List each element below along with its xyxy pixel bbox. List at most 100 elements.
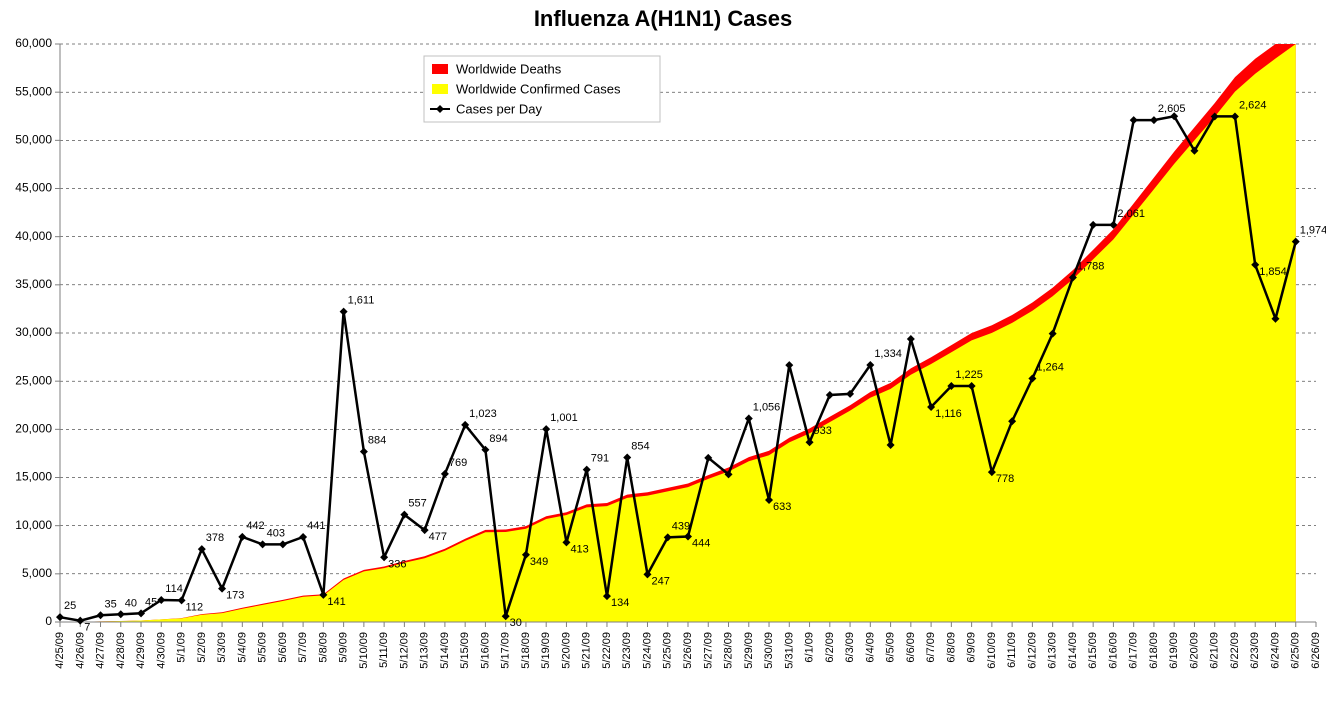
marker-cases-per-day (279, 540, 287, 548)
data-label: 854 (631, 440, 649, 452)
legend-swatch (432, 64, 448, 74)
legend-swatch (432, 84, 448, 94)
x-tick-label: 5/2/09 (196, 632, 208, 663)
y-tick-label: 45,000 (15, 181, 52, 195)
x-tick-label: 5/9/09 (338, 632, 350, 663)
x-tick-label: 5/14/09 (439, 632, 451, 669)
marker-cases-per-day (178, 596, 186, 604)
data-label: 247 (651, 575, 669, 587)
x-tick-label: 5/22/09 (601, 632, 613, 669)
x-tick-label: 6/22/09 (1229, 632, 1241, 669)
data-label: 1,854 (1259, 266, 1287, 278)
data-label: 40 (125, 597, 137, 609)
marker-cases-per-day (299, 533, 307, 541)
data-label: 442 (246, 520, 264, 532)
data-label: 413 (570, 543, 588, 555)
x-tick-label: 6/18/09 (1148, 632, 1160, 669)
x-tick-label: 5/30/09 (763, 632, 775, 669)
x-tick-label: 6/26/09 (1310, 632, 1322, 669)
legend-label: Worldwide Deaths (456, 61, 562, 76)
marker-cases-per-day (1089, 221, 1097, 229)
x-tick-label: 5/17/09 (500, 632, 512, 669)
x-tick-label: 5/8/09 (317, 632, 329, 663)
x-tick-label: 5/16/09 (479, 632, 491, 669)
data-label: 349 (530, 556, 548, 568)
data-label: 778 (996, 473, 1014, 485)
marker-cases-per-day (97, 611, 105, 619)
data-label: 441 (307, 520, 325, 532)
data-label: 35 (105, 598, 117, 610)
y-tick-label: 20,000 (15, 422, 52, 436)
data-label: 403 (267, 527, 285, 539)
x-tick-label: 5/24/09 (641, 632, 653, 669)
y-tick-label: 55,000 (15, 84, 52, 98)
data-label: 884 (368, 435, 386, 447)
x-tick-label: 4/26/09 (74, 632, 86, 669)
marker-cases-per-day (76, 617, 84, 625)
marker-cases-per-day (785, 361, 793, 369)
x-tick-label: 6/7/09 (925, 632, 937, 663)
x-tick-label: 5/19/09 (540, 632, 552, 669)
x-tick-label: 5/31/09 (783, 632, 795, 669)
y-tick-label: 50,000 (15, 133, 52, 147)
chart-container: Influenza A(H1N1) Cases05,00010,00015,00… (0, 0, 1326, 712)
x-tick-label: 6/2/09 (824, 632, 836, 663)
x-tick-label: 6/24/09 (1269, 632, 1281, 669)
y-tick-label: 5,000 (22, 566, 52, 580)
x-tick-label: 5/23/09 (621, 632, 633, 669)
data-label: 134 (611, 597, 629, 609)
data-label: 1,116 (935, 408, 962, 420)
y-tick-label: 30,000 (15, 325, 52, 339)
data-label: 1,225 (955, 369, 983, 381)
chart-title: Influenza A(H1N1) Cases (534, 6, 792, 31)
x-tick-label: 5/11/09 (378, 632, 390, 668)
x-tick-label: 5/28/09 (723, 632, 735, 669)
x-tick-label: 6/25/09 (1290, 632, 1302, 669)
x-tick-label: 6/3/09 (844, 632, 856, 663)
data-label: 933 (814, 425, 832, 437)
data-label: 25 (64, 600, 76, 612)
x-tick-label: 5/4/09 (236, 632, 248, 663)
data-label: 439 (672, 520, 690, 532)
x-tick-label: 5/25/09 (662, 632, 674, 669)
marker-cases-per-day (583, 466, 591, 474)
data-label: 1,023 (469, 408, 497, 420)
x-tick-label: 4/29/09 (135, 632, 147, 669)
y-tick-label: 60,000 (15, 36, 52, 50)
x-tick-label: 5/20/09 (560, 632, 572, 669)
marker-cases-per-day (1130, 116, 1138, 124)
data-label: 112 (186, 601, 204, 613)
marker-cases-per-day (441, 470, 449, 478)
x-tick-label: 6/19/09 (1168, 632, 1180, 669)
y-tick-label: 15,000 (15, 470, 52, 484)
data-label: 1,611 (348, 295, 375, 307)
x-tick-label: 5/18/09 (520, 632, 532, 669)
x-tick-label: 4/25/09 (54, 632, 66, 669)
x-tick-label: 6/11/09 (1006, 632, 1018, 668)
marker-cases-per-day (1150, 116, 1158, 124)
marker-cases-per-day (360, 448, 368, 456)
x-tick-label: 4/30/09 (155, 632, 167, 669)
x-tick-label: 6/14/09 (1067, 632, 1079, 669)
marker-cases-per-day (907, 335, 915, 343)
data-label: 1,788 (1077, 261, 1105, 273)
legend-label: Cases per Day (456, 101, 542, 116)
x-tick-label: 6/13/09 (1047, 632, 1059, 669)
x-tick-label: 5/5/09 (257, 632, 269, 663)
data-label: 1,974 (1300, 225, 1326, 237)
x-tick-label: 5/27/09 (702, 632, 714, 669)
x-tick-label: 6/6/09 (905, 632, 917, 663)
marker-cases-per-day (623, 453, 631, 461)
marker-cases-per-day (340, 308, 348, 316)
marker-cases-per-day (259, 540, 267, 548)
data-label: 7 (84, 622, 90, 634)
data-label: 894 (489, 433, 507, 445)
x-tick-label: 6/8/09 (945, 632, 957, 663)
x-tick-label: 6/9/09 (966, 632, 978, 663)
marker-cases-per-day (238, 533, 246, 541)
data-label: 1,334 (874, 348, 902, 360)
y-tick-label: 40,000 (15, 229, 52, 243)
data-label: 2,061 (1117, 208, 1145, 220)
data-label: 45 (145, 596, 157, 608)
y-tick-label: 35,000 (15, 277, 52, 291)
